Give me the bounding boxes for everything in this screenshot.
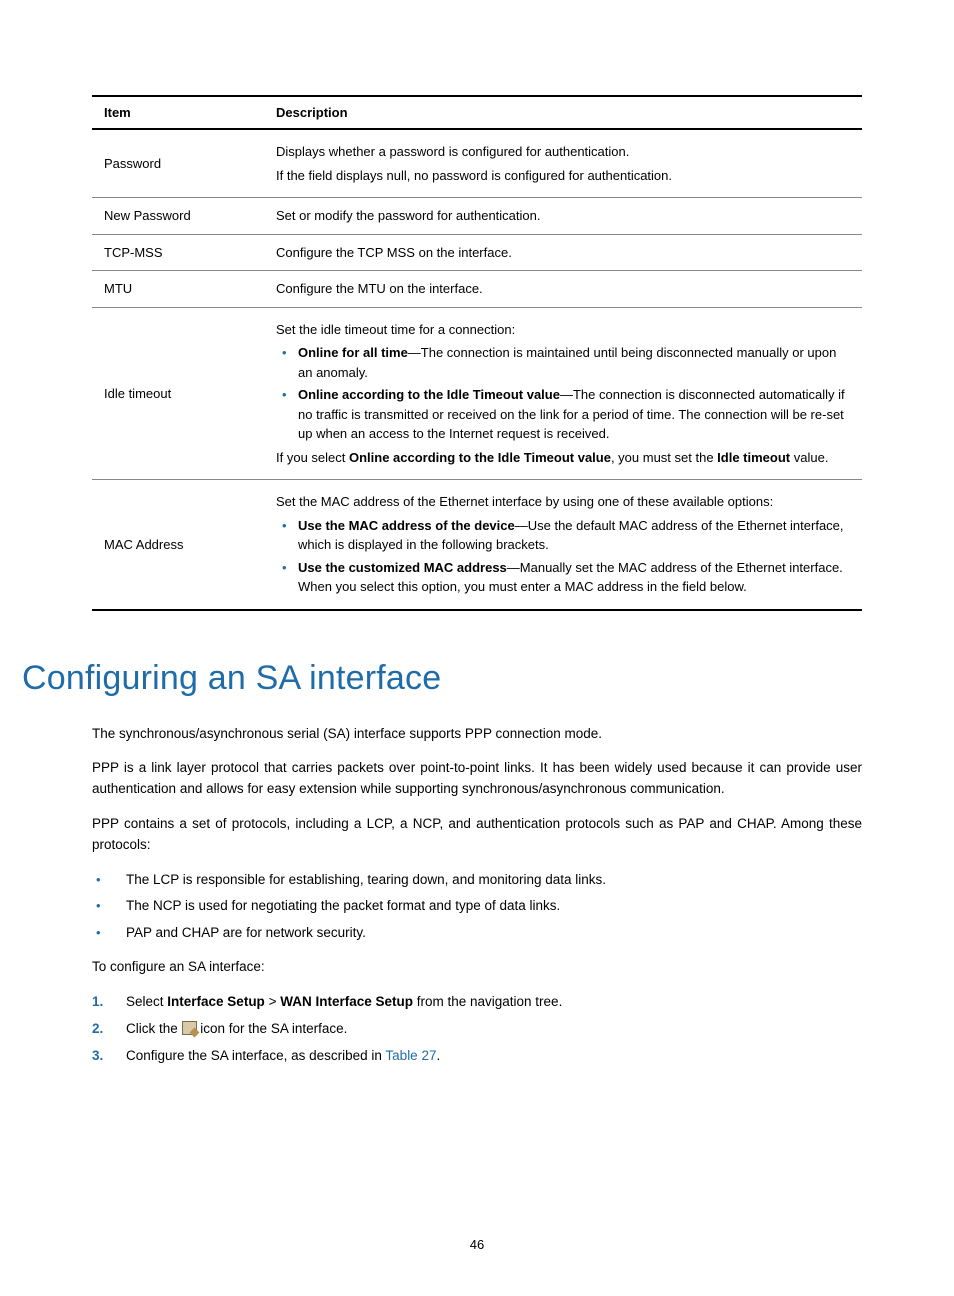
bullet-item: Use the customized MAC address—Manually …	[276, 558, 850, 597]
body-paragraph: PPP contains a set of protocols, includi…	[92, 814, 862, 856]
desc-cell: Set or modify the password for authentic…	[264, 198, 862, 235]
bullet-bold: Online according to the Idle Timeout val…	[298, 387, 560, 402]
page-number: 46	[0, 1237, 954, 1252]
parameters-table: Item Description Password Displays wheth…	[92, 95, 862, 611]
configure-intro: To configure an SA interface:	[92, 957, 862, 978]
bullet-item: Use the MAC address of the device—Use th…	[276, 516, 850, 555]
steps-list: Select Interface Setup > WAN Interface S…	[92, 992, 862, 1067]
table-row: New Password Set or modify the password …	[92, 198, 862, 235]
table-row: TCP-MSS Configure the TCP MSS on the int…	[92, 234, 862, 271]
item-cell: Password	[92, 129, 264, 198]
desc-intro: Set the MAC address of the Ethernet inte…	[276, 492, 850, 512]
body-paragraph: PPP is a link layer protocol that carrie…	[92, 758, 862, 800]
desc-cell: Configure the TCP MSS on the interface.	[264, 234, 862, 271]
table-row: Idle timeout Set the idle timeout time f…	[92, 307, 862, 480]
body-paragraph: The synchronous/asynchronous serial (SA)…	[92, 724, 862, 745]
table-row: Password Displays whether a password is …	[92, 129, 862, 198]
step-item: Click the icon for the SA interface.	[92, 1019, 862, 1039]
desc-line: Displays whether a password is configure…	[276, 142, 850, 162]
bullet-bold: Use the customized MAC address	[298, 560, 507, 575]
bullet-item: Online for all time—The connection is ma…	[276, 343, 850, 382]
list-item: The LCP is responsible for establishing,…	[92, 870, 862, 890]
desc-cell: Configure the MTU on the interface.	[264, 271, 862, 308]
desc-intro: Set the idle timeout time for a connecti…	[276, 320, 850, 340]
item-cell: MAC Address	[92, 480, 264, 610]
protocol-list: The LCP is responsible for establishing,…	[92, 870, 862, 943]
desc-outro: If you select Online according to the Id…	[276, 448, 850, 468]
item-cell: New Password	[92, 198, 264, 235]
list-item: The NCP is used for negotiating the pack…	[92, 896, 862, 916]
desc-cell: Displays whether a password is configure…	[264, 129, 862, 198]
desc-line: If the field displays null, no password …	[276, 166, 850, 186]
bullet-bold: Online for all time	[298, 345, 408, 360]
section-heading: Configuring an SA interface	[22, 659, 862, 698]
th-description: Description	[264, 96, 862, 129]
edit-icon	[182, 1021, 197, 1035]
list-item: PAP and CHAP are for network security.	[92, 923, 862, 943]
step-item: Configure the SA interface, as described…	[92, 1046, 862, 1066]
table-row: MAC Address Set the MAC address of the E…	[92, 480, 862, 610]
step-item: Select Interface Setup > WAN Interface S…	[92, 992, 862, 1012]
table-link[interactable]: Table 27	[385, 1048, 436, 1063]
item-cell: TCP-MSS	[92, 234, 264, 271]
table-row: MTU Configure the MTU on the interface.	[92, 271, 862, 308]
bullet-item: Online according to the Idle Timeout val…	[276, 385, 850, 444]
item-cell: Idle timeout	[92, 307, 264, 480]
desc-cell: Set the idle timeout time for a connecti…	[264, 307, 862, 480]
bullet-bold: Use the MAC address of the device	[298, 518, 515, 533]
item-cell: MTU	[92, 271, 264, 308]
desc-cell: Set the MAC address of the Ethernet inte…	[264, 480, 862, 610]
th-item: Item	[92, 96, 264, 129]
